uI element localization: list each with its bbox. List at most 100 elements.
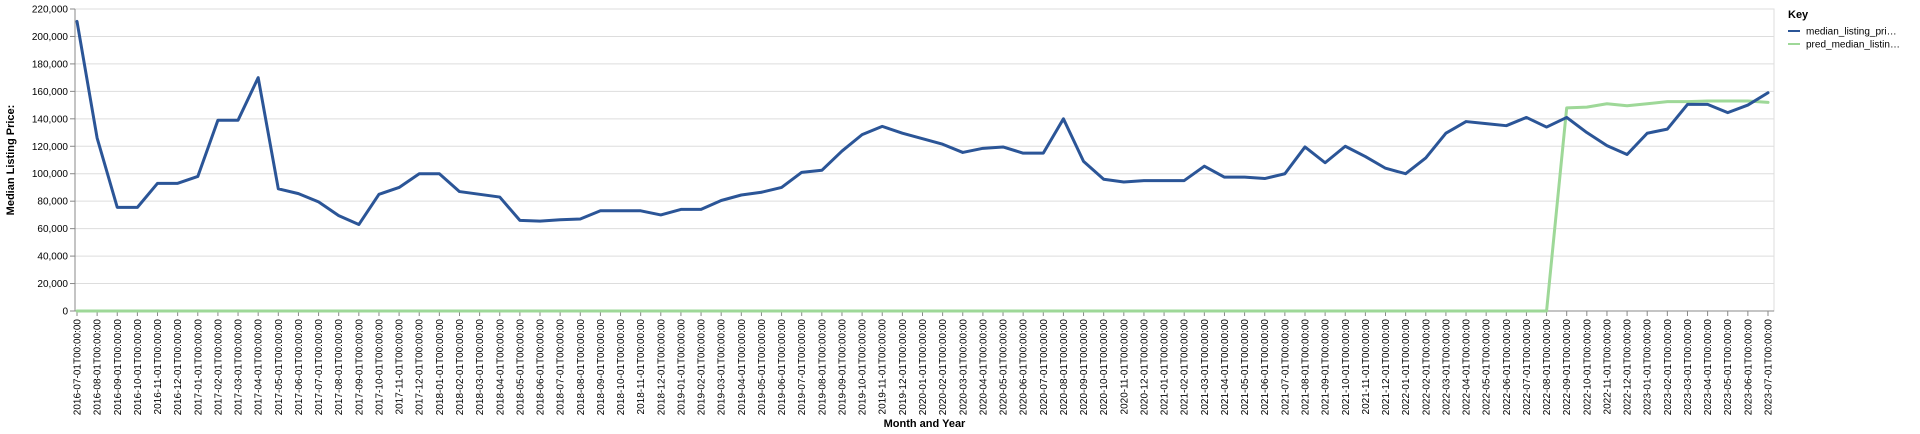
y-tick-label: 120,000 — [32, 142, 69, 153]
x-tick-label: 2017-12-01T00:00:00 — [415, 319, 426, 416]
x-tick-label: 2018-08-01T00:00:00 — [576, 319, 587, 416]
x-tick-label: 2021-11-01T00:00:00 — [1361, 319, 1372, 415]
x-tick-label: 2022-05-01T00:00:00 — [1482, 319, 1493, 416]
x-tick-label: 2017-04-01T00:00:00 — [254, 319, 265, 416]
x-tick-label: 2022-01-01T00:00:00 — [1401, 319, 1412, 416]
x-tick-label: 2021-02-01T00:00:00 — [1180, 319, 1191, 416]
x-tick-label: 2021-12-01T00:00:00 — [1381, 319, 1392, 416]
x-tick-label: 2022-02-01T00:00:00 — [1421, 319, 1432, 416]
y-tick-label: 220,000 — [32, 5, 69, 16]
x-tick-label: 2023-02-01T00:00:00 — [1663, 319, 1674, 416]
x-tick-label: 2018-06-01T00:00:00 — [536, 319, 547, 416]
x-tick-label: 2018-01-01T00:00:00 — [435, 319, 446, 416]
x-tick-label: 2022-11-01T00:00:00 — [1602, 319, 1613, 415]
x-tick-label: 2018-05-01T00:00:00 — [515, 319, 526, 416]
x-tick-label: 2017-11-01T00:00:00 — [395, 319, 406, 415]
plot-frame — [74, 8, 1775, 312]
x-tick-label: 2018-10-01T00:00:00 — [616, 319, 627, 416]
x-tick-label: 2017-02-01T00:00:00 — [213, 319, 224, 416]
x-axis: 2016-07-01T00:00:00 2016-08-01T00:00:00 20… — [73, 310, 1775, 416]
y-tick-label: 80,000 — [37, 197, 68, 208]
y-tick-label: 100,000 — [32, 169, 69, 180]
x-tick-label: 2022-04-01T00:00:00 — [1462, 319, 1473, 416]
x-tick-label: 2022-06-01T00:00:00 — [1502, 319, 1513, 416]
x-tick-label: 2017-06-01T00:00:00 — [294, 319, 305, 416]
x-tick-label: 2019-07-01T00:00:00 — [797, 319, 808, 416]
x-tick-label: 2020-06-01T00:00:00 — [1019, 319, 1030, 416]
x-tick-label: 2019-06-01T00:00:00 — [777, 319, 788, 416]
y-tick-label: 40,000 — [37, 252, 68, 263]
x-tick-label: 2016-08-01T00:00:00 — [93, 319, 104, 416]
legend-label: median_listing_pri… — [1806, 27, 1897, 38]
x-tick-label: 2022-07-01T00:00:00 — [1522, 319, 1533, 416]
x-tick-label: 2023-04-01T00:00:00 — [1703, 319, 1714, 416]
x-tick-label: 2020-12-01T00:00:00 — [1139, 319, 1150, 416]
x-tick-label: 2023-01-01T00:00:00 — [1643, 319, 1654, 416]
x-tick-label: 2022-12-01T00:00:00 — [1623, 319, 1634, 416]
x-tick-label: 2023-07-01T00:00:00 — [1764, 319, 1775, 416]
x-tick-label: 2016-12-01T00:00:00 — [173, 319, 184, 416]
x-tick-label: 2022-10-01T00:00:00 — [1582, 319, 1593, 416]
x-tick-label: 2018-11-01T00:00:00 — [636, 319, 647, 415]
x-tick-label: 2017-03-01T00:00:00 — [234, 319, 245, 416]
x-tick-label: 2022-08-01T00:00:00 — [1542, 319, 1553, 416]
y-tick-label: 0 — [62, 307, 68, 318]
x-tick-label: 2022-03-01T00:00:00 — [1441, 319, 1452, 416]
legend-entries: median_listing_pri… pred_median_listin… — [1788, 27, 1900, 51]
y-tick-label: 60,000 — [37, 224, 68, 235]
x-tick-label: 2018-07-01T00:00:00 — [556, 319, 567, 416]
x-tick-label: 2016-10-01T00:00:00 — [133, 319, 144, 416]
y-tick-label: 140,000 — [32, 114, 69, 125]
x-tick-label: 2020-05-01T00:00:00 — [999, 319, 1010, 416]
x-tick-label: 2021-08-01T00:00:00 — [1300, 319, 1311, 416]
x-tick-label: 2023-06-01T00:00:00 — [1743, 319, 1754, 416]
y-axis-title: Median Listing Price: — [5, 105, 17, 216]
x-tick-label: 2020-07-01T00:00:00 — [1039, 319, 1050, 416]
x-tick-label: 2021-06-01T00:00:00 — [1260, 319, 1271, 416]
x-tick-label: 2019-03-01T00:00:00 — [717, 319, 728, 416]
x-tick-label: 2018-04-01T00:00:00 — [495, 319, 506, 416]
x-tick-label: 2017-08-01T00:00:00 — [334, 319, 345, 416]
x-tick-label: 2016-11-01T00:00:00 — [153, 319, 164, 415]
x-tick-label: 2019-04-01T00:00:00 — [737, 319, 748, 416]
series-line-2 — [75, 99, 1770, 313]
x-tick-label: 2023-03-01T00:00:00 — [1683, 319, 1694, 416]
grid-lines — [74, 8, 1775, 312]
x-tick-label: 2022-09-01T00:00:00 — [1562, 319, 1573, 416]
x-tick-label: 2019-02-01T00:00:00 — [697, 319, 708, 416]
x-tick-label: 2019-09-01T00:00:00 — [837, 319, 848, 416]
x-tick-label: 2021-07-01T00:00:00 — [1280, 319, 1291, 416]
x-tick-label: 2021-09-01T00:00:00 — [1321, 319, 1332, 416]
x-tick-label: 2017-07-01T00:00:00 — [314, 319, 325, 416]
x-tick-label: 2019-11-01T00:00:00 — [878, 319, 889, 415]
x-tick-label: 2018-02-01T00:00:00 — [455, 319, 466, 416]
x-tick-label: 2021-10-01T00:00:00 — [1341, 319, 1352, 416]
y-tick-label: 20,000 — [37, 279, 68, 290]
x-tick-label: 2018-09-01T00:00:00 — [596, 319, 607, 416]
x-tick-label: 2020-08-01T00:00:00 — [1059, 319, 1070, 416]
x-tick-label: 2021-03-01T00:00:00 — [1200, 319, 1211, 416]
x-tick-label: 2020-03-01T00:00:00 — [958, 319, 969, 416]
x-tick-label: 2021-05-01T00:00:00 — [1240, 319, 1251, 416]
x-tick-label: 2020-02-01T00:00:00 — [938, 319, 949, 416]
x-tick-label: 2018-12-01T00:00:00 — [656, 319, 667, 416]
y-tick-label: 200,000 — [32, 32, 69, 43]
x-tick-label: 2019-10-01T00:00:00 — [858, 319, 869, 416]
y-tick-label: 160,000 — [32, 87, 69, 98]
x-tick-label: 2019-08-01T00:00:00 — [817, 319, 828, 416]
x-tick-label: 2020-09-01T00:00:00 — [1079, 319, 1090, 416]
x-tick-label: 2023-05-01T00:00:00 — [1723, 319, 1734, 416]
x-tick-label: 2020-10-01T00:00:00 — [1099, 319, 1110, 416]
x-tick-label: 2019-01-01T00:00:00 — [676, 319, 687, 416]
legend-title: Key — [1788, 9, 1809, 21]
x-tick-label: 2017-05-01T00:00:00 — [274, 319, 285, 416]
legend-label: pred_median_listin… — [1806, 40, 1900, 51]
x-tick-label: 2019-05-01T00:00:00 — [757, 319, 768, 416]
x-tick-label: 2018-03-01T00:00:00 — [475, 319, 486, 416]
x-tick-label: 2021-01-01T00:00:00 — [1160, 319, 1171, 416]
x-tick-label: 2016-09-01T00:00:00 — [113, 319, 124, 416]
x-axis-title: Month and Year — [884, 418, 966, 430]
series-lines — [75, 19, 1770, 313]
x-tick-label: 2020-01-01T00:00:00 — [918, 319, 929, 416]
